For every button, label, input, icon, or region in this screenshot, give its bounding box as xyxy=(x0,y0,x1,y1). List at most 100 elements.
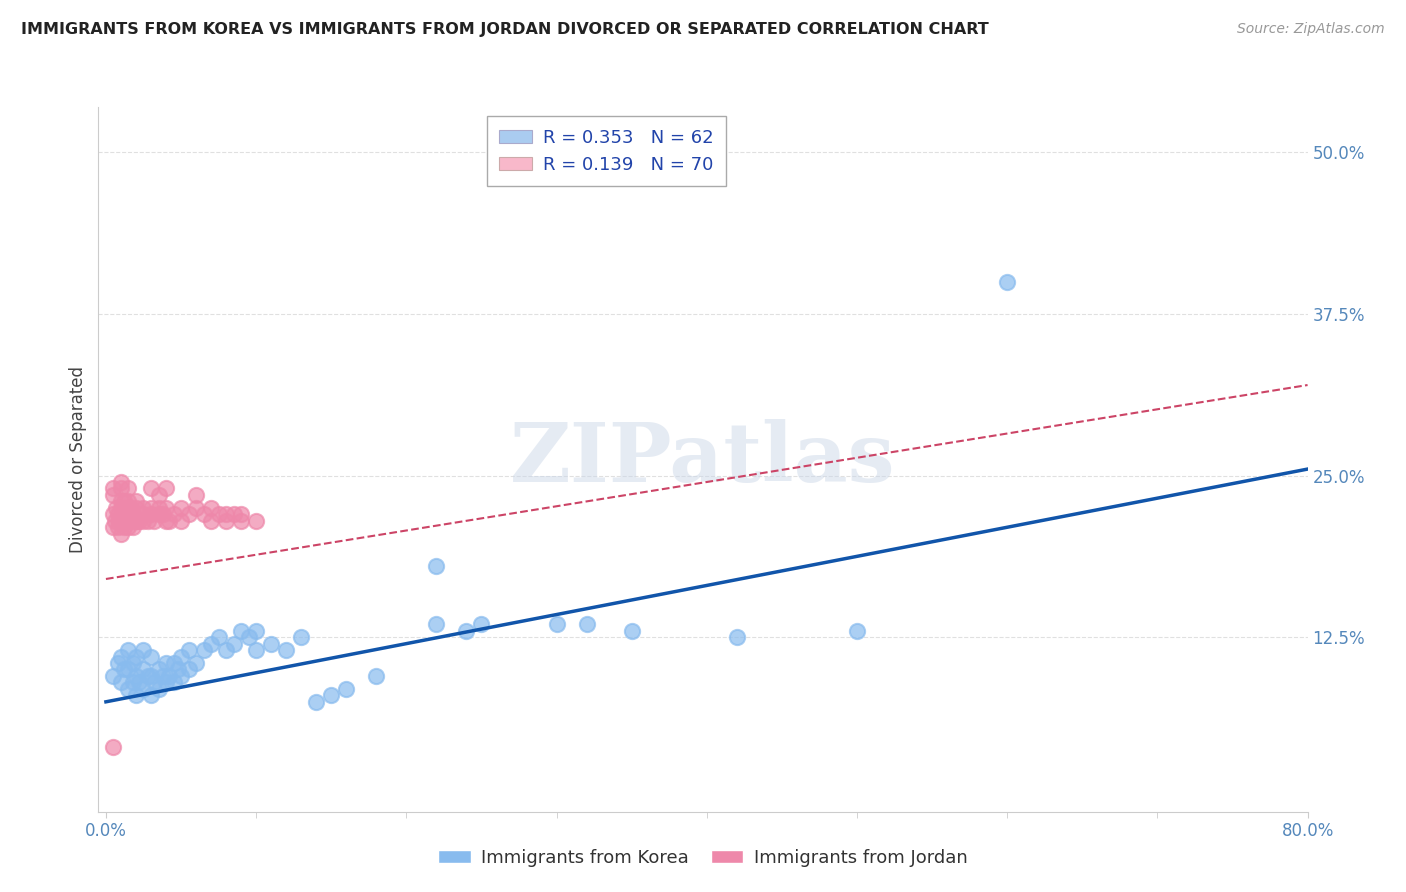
Point xyxy=(112,520,135,534)
Point xyxy=(177,508,200,522)
Point xyxy=(366,669,388,683)
Point xyxy=(207,630,229,644)
Y-axis label: Divorced or Separated: Divorced or Separated xyxy=(69,366,87,553)
Point xyxy=(112,494,135,508)
Point xyxy=(546,617,568,632)
Point xyxy=(215,643,238,657)
Point xyxy=(177,663,200,677)
Point xyxy=(125,649,148,664)
Point xyxy=(222,508,245,522)
Point xyxy=(846,624,869,638)
Legend: R = 0.353   N = 62, R = 0.139   N = 70: R = 0.353 N = 62, R = 0.139 N = 70 xyxy=(486,116,725,186)
Point xyxy=(162,656,184,670)
Point xyxy=(260,637,283,651)
Point xyxy=(117,520,139,534)
Point xyxy=(132,663,155,677)
Point xyxy=(110,649,132,664)
Point xyxy=(170,514,193,528)
Point xyxy=(193,643,215,657)
Point xyxy=(132,643,155,657)
Point xyxy=(143,675,166,690)
Point xyxy=(105,500,128,515)
Point xyxy=(229,514,252,528)
Point xyxy=(470,617,492,632)
Point xyxy=(222,637,245,651)
Point xyxy=(132,500,155,515)
Point xyxy=(456,624,478,638)
Point xyxy=(305,695,328,709)
Point xyxy=(139,649,162,664)
Point xyxy=(155,656,177,670)
Point xyxy=(215,514,238,528)
Point xyxy=(425,559,447,574)
Point xyxy=(128,514,150,528)
Point xyxy=(170,500,193,515)
Point xyxy=(162,508,184,522)
Point xyxy=(620,624,643,638)
Point xyxy=(128,675,150,690)
Point xyxy=(155,482,177,496)
Point xyxy=(118,514,141,528)
Point xyxy=(184,488,207,502)
Point xyxy=(117,508,139,522)
Point xyxy=(117,494,139,508)
Point xyxy=(139,482,162,496)
Point xyxy=(157,514,180,528)
Point xyxy=(215,508,238,522)
Point xyxy=(117,500,139,515)
Point xyxy=(425,617,447,632)
Point xyxy=(125,514,148,528)
Point xyxy=(995,275,1018,289)
Point xyxy=(103,740,125,755)
Point xyxy=(184,656,207,670)
Point xyxy=(132,508,155,522)
Point xyxy=(125,500,148,515)
Point xyxy=(157,669,180,683)
Point xyxy=(335,681,357,696)
Point xyxy=(112,500,135,515)
Point xyxy=(155,500,177,515)
Point xyxy=(110,514,132,528)
Text: IMMIGRANTS FROM KOREA VS IMMIGRANTS FROM JORDAN DIVORCED OR SEPARATED CORRELATIO: IMMIGRANTS FROM KOREA VS IMMIGRANTS FROM… xyxy=(21,22,988,37)
Point xyxy=(125,689,148,703)
Point xyxy=(103,488,125,502)
Point xyxy=(200,514,222,528)
Point xyxy=(162,675,184,690)
Point xyxy=(121,500,143,515)
Point xyxy=(321,689,343,703)
Point xyxy=(155,514,177,528)
Point xyxy=(152,669,174,683)
Point xyxy=(117,508,139,522)
Point xyxy=(238,630,260,644)
Point xyxy=(229,624,252,638)
Point xyxy=(125,514,148,528)
Point xyxy=(136,514,159,528)
Point xyxy=(125,669,148,683)
Point xyxy=(200,500,222,515)
Point xyxy=(122,508,145,522)
Point xyxy=(122,656,145,670)
Point xyxy=(117,663,139,677)
Point xyxy=(110,675,132,690)
Point xyxy=(110,494,132,508)
Point xyxy=(177,643,200,657)
Text: Source: ZipAtlas.com: Source: ZipAtlas.com xyxy=(1237,22,1385,37)
Point xyxy=(139,508,162,522)
Point xyxy=(122,675,145,690)
Point xyxy=(104,514,127,528)
Point xyxy=(143,514,166,528)
Point xyxy=(139,500,162,515)
Point xyxy=(112,508,135,522)
Point xyxy=(107,520,129,534)
Point xyxy=(115,500,138,515)
Point xyxy=(148,488,170,502)
Point xyxy=(148,663,170,677)
Point xyxy=(110,500,132,515)
Point xyxy=(107,656,129,670)
Point xyxy=(117,681,139,696)
Point xyxy=(139,689,162,703)
Point xyxy=(110,514,132,528)
Point xyxy=(114,514,136,528)
Point xyxy=(170,649,193,664)
Point xyxy=(245,514,267,528)
